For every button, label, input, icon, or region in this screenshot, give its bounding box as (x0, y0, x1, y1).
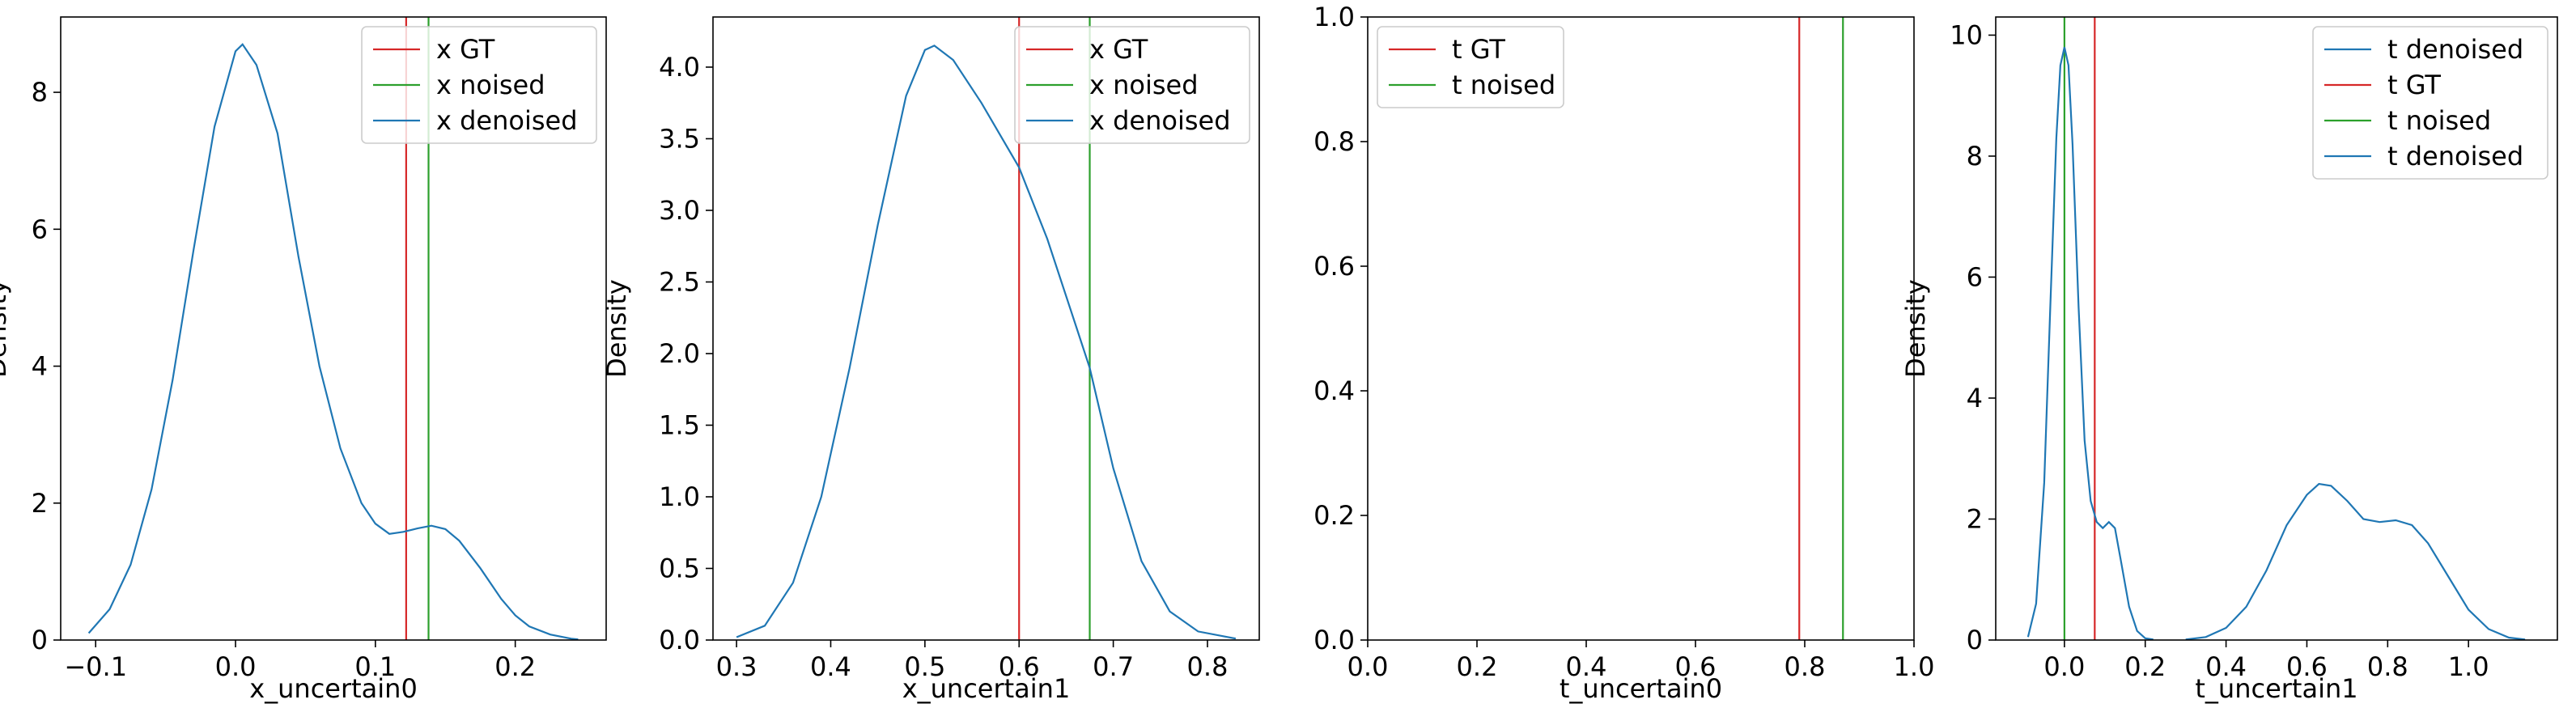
legend: x GT x noised x denoised (1014, 26, 1250, 144)
x-tick-label: 0.8 (2367, 651, 2408, 682)
legend: t GT t noised (1377, 26, 1564, 108)
y-tick-label: 2.5 (659, 266, 700, 297)
legend-label-t-noised: t noised (1452, 70, 1555, 100)
y-tick-label: 0 (32, 625, 48, 655)
y-tick-label: 0.0 (1313, 625, 1355, 655)
x-tick-label: 1.0 (1894, 651, 1935, 682)
y-axis-label: Density (1900, 279, 1931, 378)
legend-label-x-gt: x GT (436, 34, 495, 65)
axes-frame (712, 16, 1260, 641)
plot-area (1798, 17, 1844, 640)
legend-box (2312, 26, 2548, 180)
legend-label-t-denoised: t denoised (2387, 141, 2523, 172)
legend-box (1014, 26, 1250, 144)
subplot-t-uncertain1: 0.0 0.2 0.4 0.6 0.8 1.0 0 2 4 6 8 10 t_uncertain1 Den… (1900, 16, 2558, 704)
y-tick-label: 0.0 (659, 625, 700, 655)
legend-label-x-denoised: x denoised (436, 105, 578, 136)
x-axis-label: x_uncertain0 (249, 673, 418, 704)
x-tick-label: −0.1 (64, 651, 127, 682)
legend-label-x-noised: x noised (1089, 70, 1199, 100)
x-tick-label: 0.4 (1566, 651, 1607, 682)
y-tick-label: 0.6 (1313, 251, 1355, 282)
y-tick-label: 8 (1967, 141, 1983, 172)
y-tick-label: 4.0 (659, 52, 700, 83)
y-tick-label: 0.4 (1313, 375, 1355, 406)
y-axis-label: Density (0, 279, 12, 378)
legend-label-t-gt: t GT (2387, 70, 2441, 100)
plot-area (2026, 17, 2526, 640)
y-tick-label: 3.5 (659, 123, 700, 154)
y-tick-label: 0.2 (1313, 500, 1355, 531)
subplot-x-uncertain1: 0.3 0.4 0.5 0.6 0.7 0.8 0.0 0.5 1.0 1.5 2.0 2.5 3.0 3… (601, 16, 1260, 704)
x-tick-label: 0.2 (1457, 651, 1498, 682)
x-tick-label: 0.4 (2205, 651, 2247, 682)
legend-label-x-gt: x GT (1089, 34, 1148, 65)
x-axis-label: x_uncertain1 (902, 673, 1071, 704)
x-tick-label: 0.5 (904, 651, 945, 682)
y-tick-label: 0.8 (1313, 126, 1355, 157)
x-tick-label: 0.2 (494, 651, 536, 682)
y-tick-label: 0.5 (659, 553, 700, 583)
legend-label-t-gt: t GT (1452, 34, 1505, 65)
legend: t denoised t GT t noised t denoised (2312, 26, 2548, 180)
legend-box (1377, 26, 1564, 108)
x-tick-label: 0.0 (1347, 651, 1389, 682)
y-tick-label: 1.0 (659, 481, 700, 512)
legend-label-t-noised: t noised (2387, 105, 2491, 136)
series-line-t-denoised-1 (2185, 482, 2526, 640)
subplot-x-uncertain0: −0.1 0.0 0.1 0.2 0 2 4 6 8 x_uncertain0 Density x G… (0, 16, 607, 704)
x-tick-label: 0.8 (1187, 651, 1229, 682)
y-tick-label: 1.5 (659, 409, 700, 440)
legend-label-x-noised: x noised (436, 70, 545, 100)
y-axis-label: Density (601, 279, 632, 378)
x-tick-label: 0.0 (215, 651, 257, 682)
x-tick-label: 0.1 (354, 651, 396, 682)
y-tick-label: 3.0 (659, 195, 700, 226)
y-tick-label: 4 (1967, 383, 1983, 413)
axes-frame (1367, 16, 1915, 641)
x-tick-label: 0.6 (2286, 651, 2328, 682)
subplot-t-uncertain0: 0.0 0.2 0.4 0.6 0.8 1.0 0.0 0.2 0.4 0.6 0.8 1.0 t_un… (1313, 2, 1934, 704)
y-tick-label: 2.0 (659, 338, 700, 369)
y-tick-label: 6 (32, 214, 48, 244)
y-tick-label: 1.0 (1313, 2, 1355, 32)
legend-box (361, 26, 597, 144)
y-tick-label: 4 (32, 351, 48, 382)
x-axis-label: t_uncertain0 (1560, 673, 1722, 704)
x-axis-label: t_uncertain1 (2195, 673, 2357, 704)
y-tick-label: 8 (32, 77, 48, 108)
series-line-x-denoised (736, 45, 1237, 640)
x-tick-label: 0.2 (2124, 651, 2166, 682)
x-tick-label: 0.0 (2043, 651, 2085, 682)
x-tick-label: 0.8 (1785, 651, 1826, 682)
x-tick-label: 1.0 (2448, 651, 2489, 682)
y-tick-label: 2 (1967, 503, 1983, 534)
x-tick-label: 0.6 (1675, 651, 1717, 682)
x-tick-label: 0.6 (999, 651, 1040, 682)
x-tick-label: 0.3 (716, 651, 758, 682)
y-tick-label: 2 (32, 488, 48, 519)
series-line-t-denoised-0 (2026, 47, 2154, 640)
y-tick-label: 6 (1967, 261, 1983, 292)
legend-label-x-denoised: x denoised (1089, 105, 1231, 136)
legend: x GT x noised x denoised (361, 26, 597, 144)
axes-frame (1995, 16, 2558, 641)
y-tick-label: 10 (1950, 19, 1983, 50)
series-line-x-denoised (87, 43, 579, 640)
legend-label-t-denoised: t denoised (2387, 34, 2523, 65)
x-tick-label: 0.4 (810, 651, 851, 682)
x-tick-label: 0.7 (1093, 651, 1134, 682)
y-tick-label: 0 (1967, 625, 1983, 655)
axes-frame (60, 16, 607, 641)
